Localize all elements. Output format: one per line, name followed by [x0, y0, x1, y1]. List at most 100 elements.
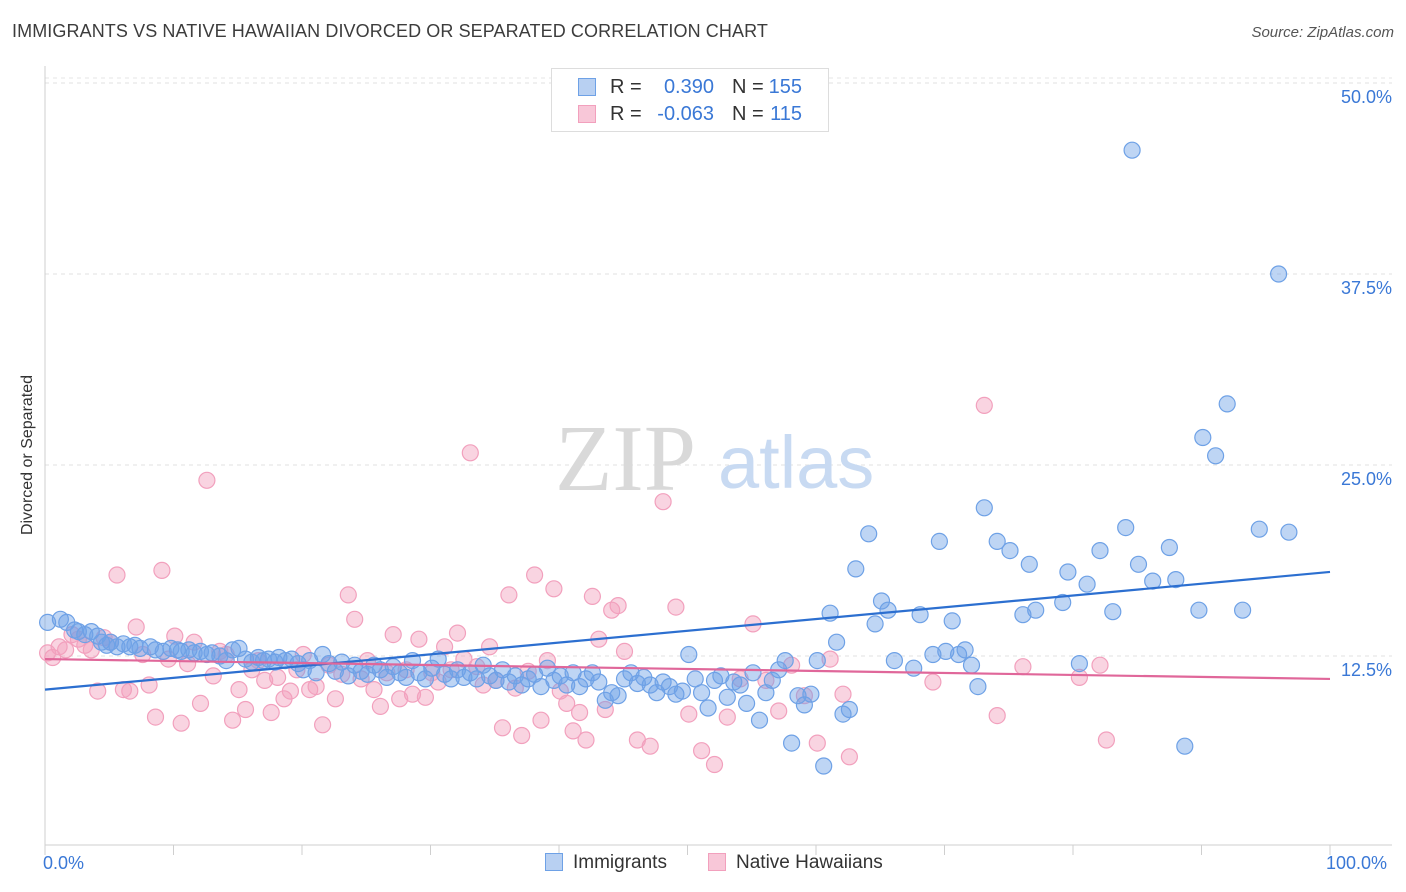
immigrants-point-114	[763, 671, 781, 690]
native-hawaiians-point-48	[346, 610, 364, 628]
immigrants-point-100	[673, 682, 692, 700]
y-tick-label-37-5: 37.5%	[1340, 278, 1392, 298]
native-hawaiians-point-36	[269, 668, 287, 687]
immigrants-point-116	[776, 651, 794, 670]
native-hawaiians-point-54	[384, 625, 402, 644]
immigrants-point-104	[699, 699, 717, 717]
native-hawaiians-point-109	[924, 673, 942, 691]
native-hawaiians-point-82	[564, 722, 582, 740]
y-tick-label-12-5: 12.5%	[1340, 660, 1392, 680]
immigrants-point-28	[217, 651, 235, 670]
immigrants-point-119	[795, 696, 814, 714]
native-hawaiians-point-45	[326, 690, 344, 708]
native-hawaiians-point-13	[121, 682, 139, 700]
native-hawaiians-point-47	[339, 586, 357, 604]
watermark-zip: ZIP	[555, 407, 696, 511]
native-hawaiians-point-102	[770, 702, 788, 720]
immigrants-point-126	[840, 700, 859, 719]
native-hawaiians-point-114	[1091, 656, 1109, 674]
native-hawaiians-point-43	[314, 716, 332, 734]
x-tick-label-max: 100.0%	[1326, 853, 1388, 873]
native-hawaiians-point-8	[89, 682, 107, 700]
immigrants-point-166	[1190, 601, 1208, 619]
native-hawaiians-point-101	[757, 671, 775, 690]
trend-line-immigrants	[44, 570, 1331, 691]
immigrants-point-74	[506, 667, 524, 685]
immigrants-point-90	[609, 687, 627, 705]
r-value: -0.063	[657, 103, 714, 125]
watermark: ZIP atlas	[555, 407, 874, 511]
immigrants-point-118	[789, 687, 807, 705]
native-hawaiians-point-1	[44, 648, 62, 667]
immigrants-point-133	[905, 659, 923, 677]
immigrants-point-60	[416, 670, 434, 688]
immigrants-point-62	[429, 650, 447, 668]
immigrants-point-19	[162, 639, 180, 658]
legend-swatch-native-hawaiians	[578, 105, 596, 123]
immigrants-point-160	[1218, 395, 1236, 413]
native-hawaiians-point-104	[795, 687, 814, 705]
immigrants-point-167	[1160, 538, 1179, 557]
immigrants-point-112	[750, 711, 769, 729]
immigrants-point-57	[397, 668, 415, 687]
native-hawaiians-point-115	[1097, 731, 1116, 749]
immigrants-point-16	[141, 638, 159, 656]
native-hawaiians-point-26	[204, 667, 222, 685]
immigrants-point-136	[930, 532, 949, 551]
legend-swatch-immigrants	[545, 853, 563, 871]
immigrants-point-121	[808, 651, 826, 670]
immigrants-point-107	[718, 688, 736, 706]
immigrants-point-132	[885, 651, 904, 670]
native-hawaiians-point-94	[667, 598, 685, 616]
legend-row-native-hawaiians: R = -0.063 N = 115	[552, 101, 828, 127]
gridlines	[45, 77, 1392, 657]
native-hawaiians-point-107	[834, 685, 852, 703]
native-hawaiians-point-71	[493, 719, 512, 737]
n-label: N =	[732, 76, 764, 98]
native-hawaiians-point-30	[230, 680, 248, 699]
immigrants-point-142	[969, 677, 987, 696]
native-hawaiians-point-93	[654, 493, 672, 511]
immigrants-point-102	[686, 670, 704, 688]
immigrants-point-48	[339, 667, 357, 685]
native-hawaiians-point-3	[56, 641, 75, 659]
immigrants-point-86	[583, 664, 602, 682]
y-axis-title: Divorced or Separated	[19, 374, 36, 536]
native-hawaiians-point-51	[365, 680, 383, 699]
immigrants-point-153	[1104, 603, 1122, 621]
native-hawaiians-point-31	[236, 700, 255, 719]
native-hawaiians-point-52	[371, 697, 389, 716]
native-hawaiians-point-90	[615, 642, 634, 661]
immigrants-point-161	[1250, 520, 1268, 538]
native-hawaiians-point-113	[1070, 668, 1089, 687]
legend-row-immigrants: R = 0.390 N = 155	[552, 74, 828, 100]
immigrants-point-162	[1280, 523, 1298, 541]
immigrants-point-144	[988, 532, 1006, 551]
immigrants-point-120	[802, 685, 820, 703]
immigrants-point-93	[628, 674, 647, 693]
native-hawaiians-point-89	[609, 596, 627, 615]
native-hawaiians-point-108	[840, 748, 859, 766]
trend-line-native-hawaiians	[44, 657, 1331, 681]
native-hawaiians-point-110	[975, 396, 993, 414]
immigrants-point-148	[1027, 601, 1045, 619]
native-hawaiians-point-58	[410, 630, 428, 648]
immigrants-point-158	[1194, 428, 1212, 447]
immigrants-point-138	[943, 612, 961, 630]
immigrants-point-109	[731, 676, 749, 694]
native-hawaiians-point-42	[307, 677, 325, 696]
immigrants-point-64	[442, 670, 460, 688]
native-hawaiians-point-97	[705, 755, 724, 774]
y-tick-label-25: 25.0%	[1340, 469, 1392, 489]
immigrants-point-127	[847, 560, 865, 578]
immigrants-point-157	[1167, 570, 1185, 589]
native-hawaiians-point-34	[256, 671, 274, 690]
y-tick-label-50: 50.0%	[1340, 87, 1392, 107]
immigrants-point-149	[1054, 593, 1072, 612]
legend-swatch-immigrants	[578, 78, 596, 96]
native-hawaiians-point-64	[448, 624, 467, 642]
immigrants-point-130	[872, 592, 891, 610]
immigrants-point-30	[230, 639, 248, 658]
immigrants-point-51	[358, 665, 377, 683]
